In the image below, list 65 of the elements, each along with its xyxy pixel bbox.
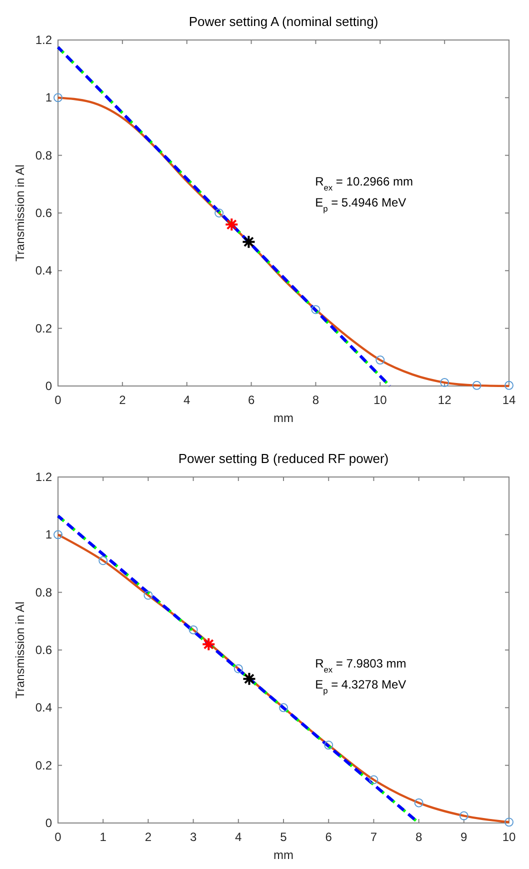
x-tick-label: 1 [100, 830, 107, 844]
point [459, 811, 468, 820]
y-tick-label: 1 [45, 528, 52, 542]
point [214, 208, 224, 218]
point [311, 305, 320, 314]
x-tick-label: 2 [144, 830, 152, 844]
point [224, 218, 239, 232]
annotation: E$_{p}$ = 5.4946 MeV [315, 195, 406, 214]
annotation: R$_{ex}$ = 10.2966 mm [315, 174, 413, 192]
point [504, 380, 514, 390]
x-tick-label: 4 [184, 393, 191, 407]
annotation: R$_{ex}$ = 7.9803 mm [315, 656, 406, 674]
point [54, 530, 62, 540]
x-axis-title: mm [274, 411, 294, 425]
x-tick-label: 5 [280, 830, 288, 844]
x-tick-label: 0 [54, 830, 62, 844]
point [440, 378, 450, 388]
point [376, 356, 385, 365]
point [234, 664, 243, 674]
point [188, 625, 198, 634]
x-tick-label: 6 [325, 830, 332, 844]
point [54, 93, 62, 102]
x-tick-label: 3 [190, 830, 197, 844]
y-tick-label: 0.6 [35, 206, 52, 220]
x-tick-label: 12 [438, 393, 452, 407]
x-tick-label: 10 [502, 830, 516, 844]
x-tick-label: 14 [502, 393, 516, 407]
point [144, 590, 153, 600]
y-tick-label: 0.2 [35, 321, 52, 336]
y-tick-label: 0.8 [35, 148, 52, 162]
x-tick-label: 4 [235, 830, 242, 844]
y-tick-label: 0.2 [35, 758, 52, 772]
y-tick-label: 0 [45, 816, 52, 830]
point [98, 556, 108, 566]
point [324, 740, 334, 750]
y-tick-label: 0.4 [35, 700, 52, 715]
point [202, 637, 216, 652]
x-tick-label: 7 [370, 830, 378, 844]
y-tick-label: 1 [45, 90, 52, 105]
y-axis-title: Transmission in Al [13, 164, 27, 262]
point [472, 380, 482, 390]
y-tick-label: 0.4 [35, 264, 52, 278]
y-tick-label: 1.2 [35, 33, 52, 47]
x-axis-title: mm [274, 848, 294, 862]
point [414, 798, 424, 808]
x-tick-label: 6 [248, 393, 255, 407]
y-tick-label: 0 [45, 379, 52, 393]
chart-title: Power setting A (nominal setting) [188, 14, 378, 29]
y-tick-label: 0.6 [35, 643, 52, 657]
x-tick-label: 2 [119, 393, 126, 407]
x-tick-label: 10 [373, 393, 388, 407]
point [504, 818, 514, 827]
chart-title: Power setting B (reduced RF power) [178, 451, 389, 466]
x-tick-label: 0 [54, 393, 62, 407]
point [242, 672, 256, 686]
x-tick-label: 9 [460, 830, 468, 844]
x-tick-label: 8 [415, 830, 422, 844]
point [369, 775, 378, 784]
y-axis-title: Transmission in Al [13, 602, 27, 698]
y-tick-label: 0.8 [35, 585, 52, 600]
x-tick-label: 8 [312, 393, 320, 407]
point [242, 234, 256, 249]
annotation: E$_{p}$ = 4.3278 MeV [315, 677, 406, 696]
y-tick-label: 1.2 [35, 470, 52, 484]
point [279, 703, 288, 712]
